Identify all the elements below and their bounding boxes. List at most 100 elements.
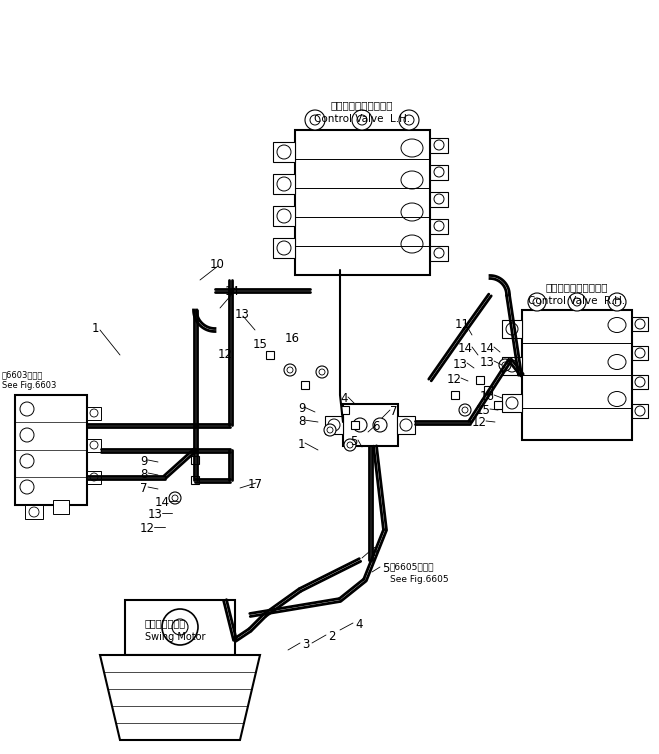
Bar (430, 138, 448, 153)
Circle shape (316, 366, 328, 378)
Text: 13: 13 (453, 358, 468, 371)
Bar (430, 246, 448, 261)
Circle shape (434, 221, 444, 231)
Circle shape (324, 424, 336, 436)
Bar (494, 401, 502, 409)
Circle shape (20, 454, 34, 468)
Bar (87, 439, 101, 452)
Circle shape (373, 418, 387, 432)
Bar (632, 346, 648, 360)
Bar (632, 317, 648, 331)
Bar (295, 130, 430, 275)
Text: 1: 1 (92, 322, 100, 335)
Bar (191, 456, 199, 464)
Text: コントロールバルブ左: コントロールバルブ左 (331, 100, 393, 110)
Text: 13: 13 (235, 308, 250, 321)
Circle shape (172, 619, 188, 635)
Text: 11: 11 (455, 318, 470, 331)
Bar (351, 421, 359, 429)
Ellipse shape (401, 139, 423, 157)
Circle shape (506, 360, 518, 372)
Bar (430, 219, 448, 234)
Bar (522, 310, 632, 440)
Ellipse shape (608, 354, 626, 369)
Circle shape (608, 293, 626, 311)
Text: 12: 12 (218, 348, 233, 361)
Circle shape (90, 441, 98, 449)
Circle shape (635, 406, 645, 416)
Text: 第6603図参照: 第6603図参照 (2, 370, 43, 379)
Text: Control Valve  R.H.: Control Valve R.H. (529, 296, 625, 306)
Circle shape (347, 442, 353, 448)
Bar (502, 357, 522, 375)
Bar (430, 192, 448, 207)
Circle shape (459, 404, 471, 416)
Circle shape (310, 115, 320, 125)
Bar (430, 165, 448, 180)
Text: 第6605図参照: 第6605図参照 (390, 562, 434, 571)
Circle shape (499, 359, 511, 371)
Circle shape (90, 409, 98, 417)
Bar (125, 600, 235, 655)
Circle shape (573, 298, 581, 306)
Text: 14: 14 (480, 342, 495, 355)
Text: 10: 10 (210, 258, 225, 271)
Text: 14: 14 (225, 285, 240, 298)
Text: See Fig.6605: See Fig.6605 (390, 575, 449, 584)
Bar (484, 386, 492, 394)
Circle shape (284, 364, 296, 376)
Circle shape (462, 407, 468, 413)
Bar (266, 351, 274, 359)
Circle shape (434, 194, 444, 204)
Bar (25, 505, 43, 519)
Circle shape (305, 110, 325, 130)
Text: 3: 3 (302, 638, 309, 651)
Bar (341, 406, 349, 414)
Ellipse shape (401, 203, 423, 221)
Text: 17: 17 (248, 478, 263, 491)
Text: 15: 15 (476, 404, 491, 417)
Text: 12: 12 (140, 522, 155, 535)
Bar (632, 404, 648, 418)
Text: 7: 7 (140, 482, 148, 495)
Circle shape (357, 115, 367, 125)
Circle shape (172, 495, 178, 501)
Ellipse shape (401, 171, 423, 189)
Circle shape (568, 293, 586, 311)
Text: 5: 5 (350, 435, 357, 448)
Bar (325, 416, 343, 434)
Text: 9: 9 (140, 455, 148, 468)
Bar (273, 238, 295, 258)
Text: 2: 2 (328, 630, 335, 643)
Bar (53, 500, 69, 514)
Text: 13: 13 (480, 356, 495, 369)
Circle shape (352, 110, 372, 130)
Text: 14: 14 (155, 496, 170, 509)
Polygon shape (100, 655, 260, 740)
Bar (502, 320, 522, 338)
Circle shape (434, 140, 444, 150)
Circle shape (399, 110, 419, 130)
Circle shape (635, 319, 645, 329)
Text: 12: 12 (472, 416, 487, 429)
Ellipse shape (608, 391, 626, 406)
Circle shape (90, 473, 98, 481)
Bar (476, 376, 484, 384)
Circle shape (635, 348, 645, 358)
Text: Swing Motor: Swing Motor (145, 632, 206, 642)
Bar (502, 394, 522, 412)
Circle shape (287, 367, 293, 373)
Circle shape (169, 492, 181, 504)
Text: 4: 4 (355, 618, 362, 631)
Circle shape (277, 209, 291, 223)
Text: 16: 16 (285, 332, 300, 345)
Text: 6: 6 (370, 546, 378, 559)
Circle shape (20, 480, 34, 494)
Bar (15, 395, 87, 505)
Bar (87, 471, 101, 484)
Circle shape (29, 507, 39, 517)
Bar (301, 381, 309, 389)
Circle shape (613, 298, 621, 306)
Ellipse shape (401, 235, 423, 253)
Circle shape (162, 609, 198, 645)
